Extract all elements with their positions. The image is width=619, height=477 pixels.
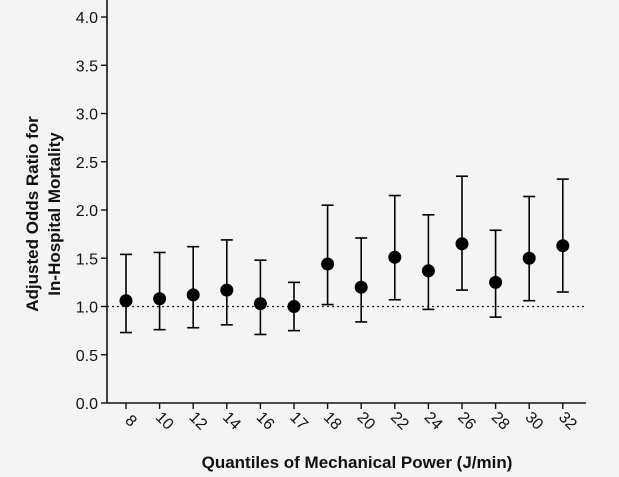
y-tick-label-3: 1.5: [76, 251, 98, 268]
point-marker-1: [153, 292, 167, 306]
x-tick-label-9: 24: [421, 409, 446, 434]
point-marker-6: [321, 257, 335, 271]
point-marker-4: [253, 297, 267, 311]
data-point-14: [220, 239, 234, 326]
data-point-18: [321, 204, 335, 306]
data-point-16: [253, 259, 267, 336]
y-tick-label-0: 0.0: [76, 396, 98, 413]
y-tick-label-1: 0.5: [76, 348, 98, 365]
data-point-28: [489, 229, 503, 318]
y-axis-ticks: 0.0 0.5 1.0 1.5 2.0 2.5 3.0 3.5 4.0: [76, 10, 107, 413]
x-tick-label-7: 20: [353, 409, 378, 434]
x-tick-label-2: 12: [185, 409, 210, 434]
data-marks: [119, 175, 570, 336]
data-point-10: [153, 251, 167, 331]
x-tick-label-6: 18: [320, 409, 345, 434]
x-axis-ticks: 8 10 12 14 16 17 18 20 22 24 26 28 30 32: [121, 403, 580, 434]
data-point-12: [186, 245, 200, 329]
point-marker-10: [455, 237, 469, 251]
x-tick-label-0: 8: [121, 412, 139, 430]
data-point-17: [287, 281, 301, 332]
point-marker-5: [287, 300, 301, 313]
x-tick-label-5: 17: [286, 409, 311, 434]
point-marker-12: [522, 251, 536, 265]
data-point-26: [455, 175, 469, 291]
data-point-22: [388, 194, 402, 301]
x-axis-title: Quantiles of Mechanical Power (J/min): [202, 453, 513, 472]
y-axis-title-line-1: Adjusted Odds Ratio for: [23, 116, 42, 312]
x-tick-label-12: 30: [521, 409, 546, 434]
data-point-8: [119, 253, 133, 334]
point-marker-0: [119, 294, 133, 308]
y-tick-label-2: 1.0: [76, 300, 98, 317]
data-point-32: [556, 178, 570, 293]
x-tick-label-11: 28: [488, 409, 513, 434]
x-tick-label-13: 32: [555, 409, 580, 434]
axes: [106, 0, 586, 404]
y-axis-title: Adjusted Odds Ratio for In-Hospital Mort…: [23, 116, 64, 312]
x-tick-label-3: 14: [219, 409, 244, 434]
data-point-30: [522, 195, 536, 302]
x-tick-label-10: 26: [454, 409, 479, 434]
data-point-24: [421, 214, 435, 311]
x-tick-label-8: 22: [387, 409, 412, 434]
y-axis-title-line-2: In-Hospital Mortality: [45, 132, 64, 296]
point-marker-7: [354, 280, 368, 294]
y-tick-label-8: 4.0: [76, 10, 98, 27]
point-marker-2: [186, 288, 200, 302]
point-marker-3: [220, 283, 234, 297]
y-tick-label-5: 2.5: [76, 155, 98, 172]
point-marker-11: [489, 275, 503, 289]
data-point-20: [354, 237, 368, 323]
x-tick-label-4: 16: [253, 409, 278, 434]
point-marker-13: [556, 239, 570, 253]
y-tick-label-6: 3.0: [76, 107, 98, 124]
x-tick-label-1: 10: [152, 409, 177, 434]
point-marker-9: [421, 264, 435, 278]
y-tick-label-7: 3.5: [76, 58, 98, 75]
point-marker-8: [388, 250, 402, 264]
y-tick-label-4: 2.0: [76, 203, 98, 220]
